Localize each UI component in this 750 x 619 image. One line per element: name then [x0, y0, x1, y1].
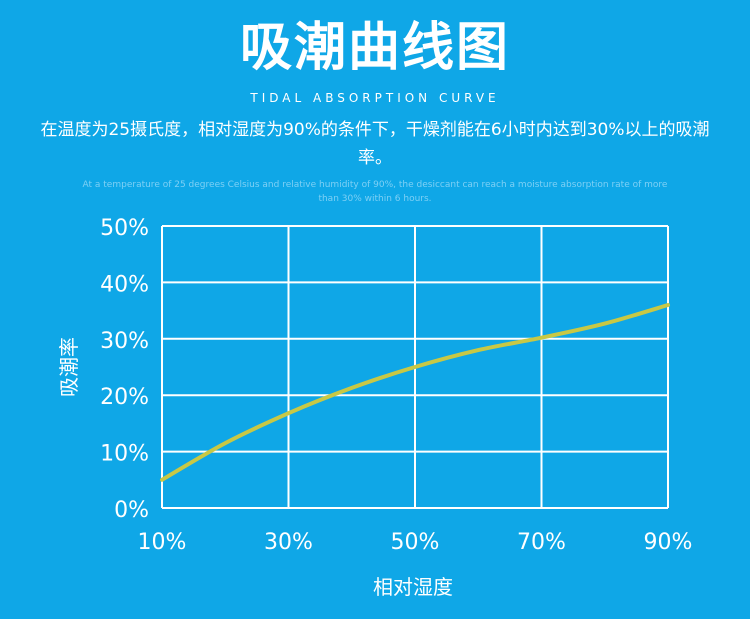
y-tick-label: 20% — [100, 385, 149, 410]
y-tick-labels: 0% 10% 20% 30% 40% 50% — [100, 216, 149, 523]
x-tick-label: 30% — [264, 530, 313, 555]
y-tick-label: 10% — [100, 442, 149, 467]
absorption-curve — [160, 303, 670, 482]
page-title: 吸潮曲线图 — [239, 17, 510, 78]
curve-layer — [160, 303, 670, 482]
y-tick-label: 30% — [100, 329, 149, 354]
y-tick-label: 50% — [100, 216, 149, 241]
english-description: At a temperature of 25 degrees Celsius a… — [82, 180, 668, 204]
chinese-description: 在温度为25摄氏度，相对湿度为90%的条件下，干燥剂能在6小时内达到30%以上的… — [40, 120, 710, 168]
x-tick-label: 90% — [644, 530, 693, 555]
y-tick-label: 0% — [114, 498, 149, 523]
x-axis-label: 相对湿度 — [373, 575, 453, 599]
x-tick-labels: 10% 30% 50% 70% 90% — [138, 530, 693, 555]
x-tick-label: 10% — [138, 530, 187, 555]
english-subtitle: TIDAL ABSORPTION CURVE — [250, 91, 500, 105]
y-tick-label: 40% — [100, 272, 149, 297]
y-axis-label: 吸潮率 — [57, 337, 81, 397]
x-tick-label: 50% — [391, 530, 440, 555]
x-tick-label: 70% — [517, 530, 566, 555]
